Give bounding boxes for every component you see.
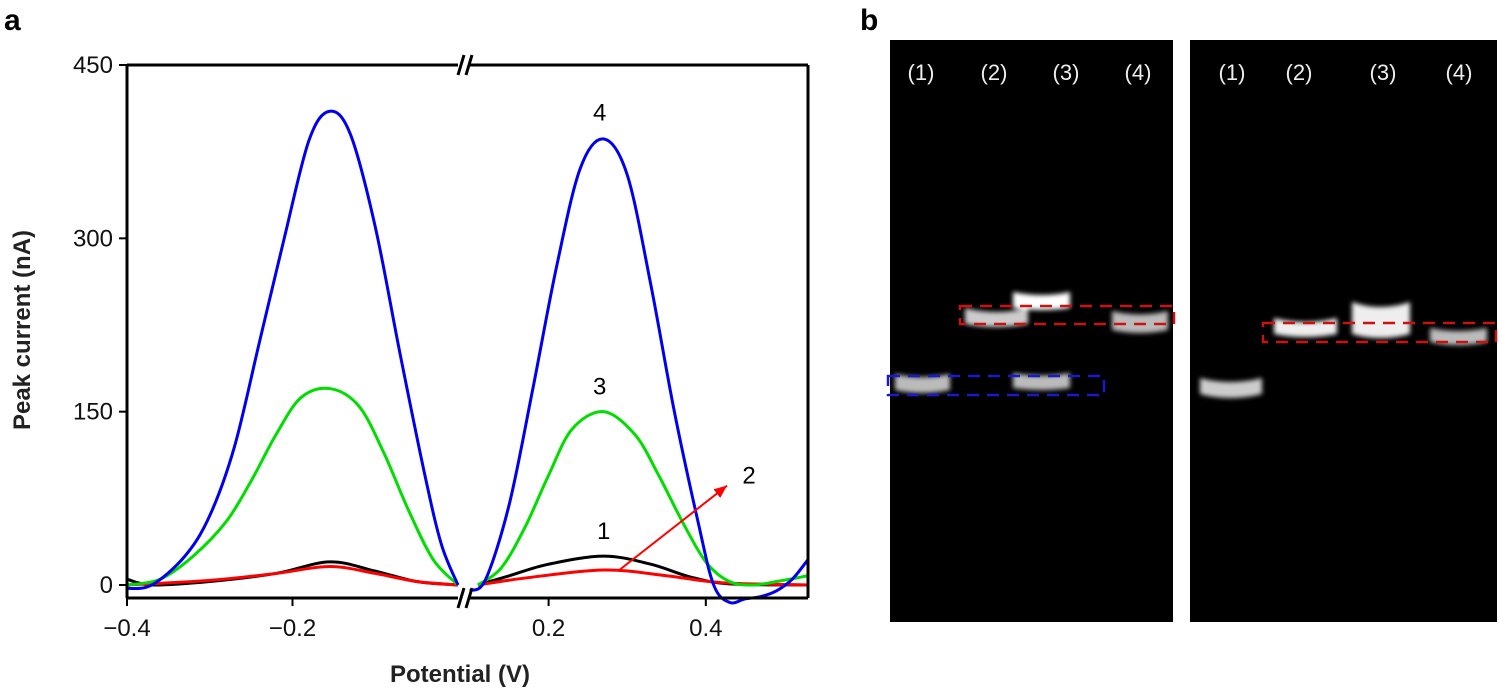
band xyxy=(1352,302,1410,338)
arrow-line xyxy=(618,484,728,571)
lane-label-right: (3) xyxy=(1370,60,1397,85)
panel-label-b: b xyxy=(860,4,878,37)
curves xyxy=(126,109,810,605)
x-axis-label: Potential (V) xyxy=(390,661,530,688)
dashed-highlight-box xyxy=(958,304,1176,326)
lane-label-left: (2) xyxy=(981,60,1008,85)
lane-label-left: (3) xyxy=(1053,60,1080,85)
series-2-line xyxy=(477,568,809,587)
axes-frame xyxy=(125,54,810,609)
lane-label-right: (4) xyxy=(1446,60,1473,85)
axis-break-mark xyxy=(464,54,474,76)
series-3-line xyxy=(126,386,460,587)
curve-label-2: 2 xyxy=(742,462,755,489)
axis-break-mark xyxy=(456,587,466,609)
lane-label-left: (4) xyxy=(1125,60,1152,85)
band xyxy=(1013,373,1070,390)
gel-image: (1) (2) (3) (4) (1) (2) (3) (4) xyxy=(886,40,1498,622)
y-tick-label: 450 xyxy=(73,52,113,79)
band xyxy=(895,374,950,393)
panel-label-a: a xyxy=(4,4,21,37)
lane-label-right: (1) xyxy=(1219,60,1246,85)
dashed-highlight-box xyxy=(886,374,1106,397)
annotations: 1 2 3 4 xyxy=(593,99,756,571)
series-4-line xyxy=(126,109,460,591)
voltammetry-chart: 0 150 300 450 −0.4 −0.2 0.2 0.4 Potential (V) P… xyxy=(9,52,810,688)
curve-label-1: 1 xyxy=(597,518,610,545)
axis-break-mark xyxy=(456,54,466,76)
dashed-highlight-box xyxy=(1261,321,1498,344)
lane-labels: (1) (2) (3) (4) (1) (2) (3) (4) xyxy=(908,60,1473,85)
axis-break-mark xyxy=(464,587,474,609)
series-1-line xyxy=(477,554,809,587)
band xyxy=(965,308,1028,327)
band xyxy=(1200,378,1262,398)
band xyxy=(1112,311,1168,333)
y-tick-label: 150 xyxy=(73,399,113,426)
highlight-boxes xyxy=(886,304,1498,397)
lane-label-left: (1) xyxy=(908,60,935,85)
ticks: 0 150 300 450 −0.4 −0.2 0.2 0.4 xyxy=(73,52,723,642)
curve-label-3: 3 xyxy=(593,373,606,400)
x-tick-label: 0.4 xyxy=(689,615,722,642)
x-tick-label: 0.2 xyxy=(532,615,565,642)
arrow-head xyxy=(713,485,728,498)
x-tick-label: −0.2 xyxy=(269,615,316,642)
y-axis-label: Peak current (nA) xyxy=(9,230,36,430)
lane-label-right: (2) xyxy=(1286,60,1313,85)
x-tick-label: −0.4 xyxy=(103,615,150,642)
y-tick-label: 300 xyxy=(73,225,113,252)
y-tick-label: 0 xyxy=(100,572,113,599)
series-2-line xyxy=(126,565,459,587)
series-3-line xyxy=(476,410,809,587)
curve-label-4: 4 xyxy=(593,99,606,126)
